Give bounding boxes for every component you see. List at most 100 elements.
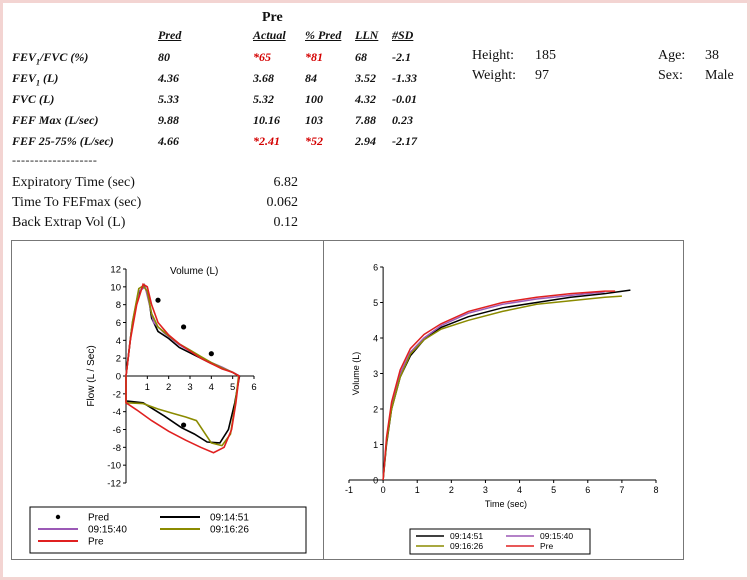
pred-point: [181, 422, 187, 428]
metric-value-time-to-fefmax: 0.062: [266, 195, 299, 210]
y-tick-label: -8: [113, 443, 121, 454]
y-tick-label: 10: [110, 282, 121, 293]
x-tick-label: 8: [653, 485, 658, 495]
series-line-pre: [382, 290, 616, 481]
volume-time-panel: 0 1 2 3 4 5 6 -1 0 1 2 3 4 5 6 7 8 Time (sec) Volume (L) 09…: [323, 240, 684, 560]
cell-pctpred: *52: [305, 134, 323, 148]
col-header-sd: #SD: [392, 28, 414, 42]
cell-lln: 4.32: [355, 92, 376, 106]
cell-sd: -2.17: [392, 134, 417, 148]
col-header-actual: Actual: [253, 28, 286, 42]
age-label: Age:: [658, 48, 686, 63]
y-tick-label: -6: [113, 425, 121, 436]
cell-lln: 2.94: [355, 134, 376, 148]
y-tick-label: 4: [116, 336, 121, 347]
x-tick-label: 6: [585, 485, 590, 495]
y-tick-label: -4: [113, 407, 121, 418]
pred-point: [155, 297, 161, 303]
y-tick-label: 0: [116, 372, 121, 383]
weight-value: 97: [535, 68, 549, 83]
cell-pctpred: *81: [305, 50, 323, 64]
cell-lln: 3.52: [355, 71, 376, 85]
row-label-fef-25-75: FEF 25-75% (L/sec): [12, 134, 114, 148]
metric-label-expiratory-time: Expiratory Time (sec): [12, 175, 135, 190]
series-line-09-15-40: [382, 291, 605, 481]
cell-pred: 4.66: [158, 134, 179, 148]
metric-label-back-extrap-vol: Back Extrap Vol (L): [12, 215, 126, 230]
legend-label: 09:14:51: [450, 531, 483, 541]
legend-box: [409, 528, 591, 555]
legend-label: 09:14:51: [210, 513, 249, 524]
y-tick-label: 5: [373, 298, 378, 308]
pred-point: [181, 324, 187, 330]
row-label-fvc: FVC (L): [12, 92, 55, 106]
cell-pred: 9.88: [158, 113, 179, 127]
x-tick-label: 1: [415, 485, 420, 495]
y-tick-label: 1: [373, 440, 378, 450]
x-tick-label: 2: [449, 485, 454, 495]
y-tick-label: -12: [107, 479, 121, 490]
legend-label: Pre: [88, 537, 104, 548]
cell-pred: 5.33: [158, 92, 179, 106]
series-line-09-16-26: [125, 284, 240, 447]
x-tick-label: 1: [145, 382, 150, 393]
separator-line: -------------------: [12, 153, 98, 167]
x-tick-label: 4: [209, 382, 214, 393]
x-tick-label: 4: [517, 485, 522, 495]
y-axis-title: Volume (L): [351, 352, 361, 396]
x-tick-label: 7: [619, 485, 624, 495]
legend-label: 09:16:26: [450, 541, 483, 551]
cell-sd: -1.33: [392, 71, 417, 85]
y-tick-label: 0: [373, 476, 378, 486]
x-tick-label: 5: [230, 382, 235, 393]
legend-label: 09:15:40: [88, 525, 127, 536]
legend-label: Pre: [540, 541, 554, 551]
series-line-09-15-40: [125, 285, 240, 377]
cell-pred: 4.36: [158, 71, 179, 85]
x-tick-label: 0: [381, 485, 386, 495]
series-line-pre: [125, 282, 240, 454]
y-tick-label: 4: [373, 334, 378, 344]
series-line-09-16-26: [382, 295, 622, 481]
y-tick-label: 6: [116, 318, 121, 329]
col-header-pctpred: % Pred: [305, 28, 342, 42]
x-tick-label: 6: [251, 382, 256, 393]
cell-pctpred: 84: [305, 71, 317, 85]
x-tick-label: -1: [345, 485, 353, 495]
cell-actual: *65: [253, 50, 271, 64]
height-label: Height:: [472, 48, 514, 63]
x-axis-title: Time (sec): [485, 499, 527, 509]
row-label-fev1-fvc: FEV1/FVC (%): [12, 50, 89, 67]
legend-label: 09:16:26: [210, 525, 249, 536]
y-axis-title: Flow (L / Sec): [86, 345, 97, 406]
x-tick-label: 3: [187, 382, 192, 393]
y-tick-label: 2: [373, 405, 378, 415]
y-tick-label: -10: [107, 461, 121, 472]
sex-value: Male: [705, 68, 734, 83]
cell-sd: -2.1: [392, 50, 411, 64]
cell-sd: -0.01: [392, 92, 417, 106]
row-label-fef-max: FEF Max (L/sec): [12, 113, 99, 127]
flow-volume-panel: 12 10 8 6 4 2 0 -2 -4 -6 -8 -10 -12 1 2 3 4 5 6 Volume (L) F…: [11, 240, 325, 560]
x-axis-title: Volume (L): [170, 266, 218, 277]
y-tick-label: 12: [110, 265, 121, 276]
cell-sd: 0.23: [392, 113, 413, 127]
sex-label: Sex:: [658, 68, 683, 83]
weight-label: Weight:: [472, 68, 516, 83]
cell-actual: 3.68: [253, 71, 274, 85]
col-header-lln: LLN: [355, 28, 379, 42]
height-value: 185: [535, 48, 556, 63]
series-line-09-14-51: [382, 289, 631, 481]
x-tick-label: 5: [551, 485, 556, 495]
legend-label: Pred: [88, 513, 109, 524]
row-label-fev1: FEV1 (L): [12, 71, 59, 88]
cell-actual: 5.32: [253, 92, 274, 106]
y-tick-label: 6: [373, 263, 378, 273]
col-header-pred: Pred: [158, 28, 182, 42]
series-line-09-14-51: [125, 283, 241, 444]
legend-swatch-pred: [55, 514, 61, 520]
metric-label-time-to-fefmax: Time To FEFmax (sec): [12, 195, 142, 210]
y-tick-label: 2: [116, 354, 121, 365]
